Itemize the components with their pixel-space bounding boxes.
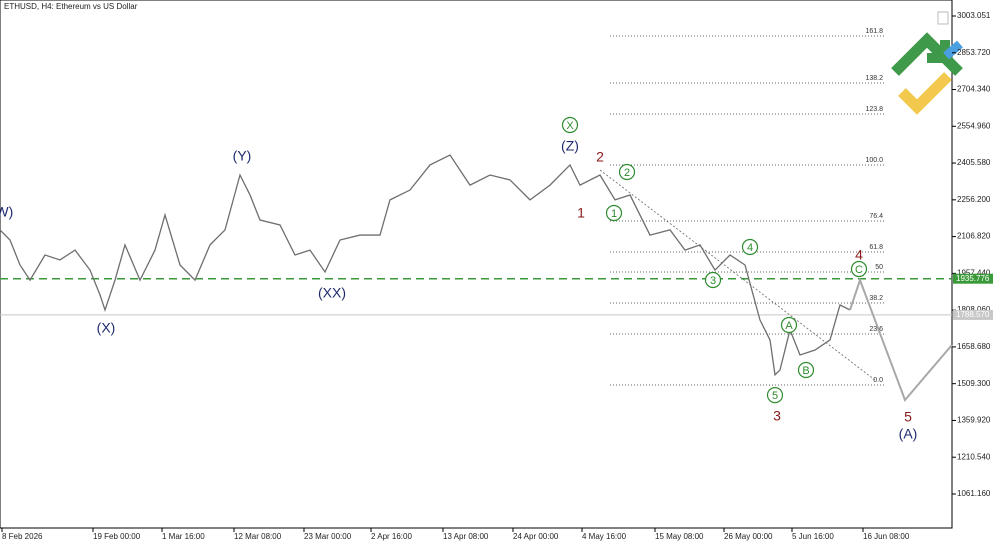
- y-tick-label: 2853.720: [957, 48, 991, 57]
- x-tick-label: 4 May 16:00: [582, 532, 627, 541]
- wave-label: (W): [0, 204, 13, 220]
- wave-circle: [797, 361, 815, 379]
- wave-label: 4: [747, 242, 753, 254]
- logo-blue: [943, 40, 963, 60]
- price-tag: [953, 273, 993, 284]
- wave-label: 5: [772, 390, 778, 402]
- wave-label: 1: [577, 205, 585, 221]
- x-tick-label: 24 Apr 00:00: [513, 532, 559, 541]
- x-tick-label: 26 May 00:00: [724, 532, 773, 541]
- wave-circle: [704, 271, 722, 289]
- y-tick-label: 2106.820: [957, 232, 991, 241]
- wave-circle: [850, 260, 868, 278]
- x-tick-label: 13 Apr 08:00: [443, 532, 489, 541]
- y-tick-label: 2704.340: [957, 85, 991, 94]
- wave-label: 2: [596, 149, 604, 165]
- wave-circle: [766, 387, 784, 404]
- wave-label: (Z): [561, 138, 579, 154]
- x-tick-label: 2 Apr 16:00: [371, 532, 412, 541]
- wave-label: (Y): [233, 148, 252, 164]
- wave-label: (X): [97, 320, 116, 336]
- wave-label: (XX): [318, 285, 346, 301]
- wave-label: 4: [855, 247, 863, 263]
- wave-label: C: [855, 264, 863, 276]
- fib-label: 100.0: [865, 157, 883, 164]
- x-tick-label: 8 Feb 2026: [2, 532, 43, 541]
- logo-yellow: [898, 72, 952, 115]
- fib-label: 38.2: [869, 295, 883, 302]
- fib-label: 138.2: [865, 75, 883, 82]
- wave-label: 3: [710, 275, 716, 287]
- y-tick-label: 2554.960: [957, 121, 991, 130]
- wave-circle: [561, 116, 579, 134]
- fib-label: 0.0: [873, 377, 883, 384]
- y-tick-label: 2405.580: [957, 158, 991, 167]
- fib-label: 23.6: [869, 326, 883, 333]
- wave-label: 3: [773, 408, 781, 424]
- price-line: [0, 154, 851, 377]
- wave-label: 5: [904, 409, 912, 425]
- y-tick-label: 1658.680: [957, 342, 991, 351]
- x-tick-label: 5 Jun 16:00: [792, 532, 834, 541]
- fib-label: 123.8: [865, 106, 883, 113]
- x-tick-label: 15 May 08:00: [655, 532, 704, 541]
- x-tick-label: 23 Mar 00:00: [304, 532, 352, 541]
- trade-icon[interactable]: [937, 11, 949, 25]
- price-tag-label: 1788.570: [956, 310, 990, 319]
- y-tick-label: 1359.920: [957, 416, 991, 425]
- logo-green-inner: [927, 40, 950, 63]
- y-tick-label: 3003.051: [957, 11, 991, 20]
- x-tick-label: 16 Jun 08:00: [863, 532, 910, 541]
- plot-frame: [0, 0, 953, 529]
- wave-label: A: [785, 320, 793, 332]
- x-tick-label: 12 Mar 08:00: [234, 532, 282, 541]
- y-tick-label: 1061.160: [957, 489, 991, 498]
- y-tick-label: 1957.440: [957, 268, 991, 277]
- fib-label: 161.8: [865, 28, 883, 35]
- wave-circle: [618, 163, 636, 181]
- wave-label: X: [566, 120, 574, 132]
- fib-label: 50: [875, 264, 883, 271]
- wave-circle: [780, 316, 798, 334]
- y-tick-label: 1808.060: [957, 305, 991, 314]
- price-tag-label: 1935.776: [956, 274, 990, 283]
- wave-circle: [741, 238, 759, 256]
- wave-label: 1: [611, 208, 617, 220]
- y-tick-label: 2256.200: [957, 195, 991, 204]
- chart-layer: 3003.051 2853.720 2704.340 2554.960 2405.580…: [0, 11, 993, 541]
- wave-label: (A): [899, 426, 918, 442]
- logo: [891, 32, 963, 115]
- y-tick-label: 1210.540: [957, 452, 991, 461]
- x-tick-label: 1 Mar 16:00: [162, 532, 205, 541]
- fib-label: 61.8: [869, 244, 883, 251]
- projection-line: [849, 277, 953, 402]
- y-tick-label: 1509.300: [957, 379, 991, 388]
- price-tag: [953, 309, 993, 320]
- x-tick-label: 19 Feb 00:00: [93, 532, 141, 541]
- wave-label: B: [802, 365, 809, 377]
- wave-circle: [605, 204, 623, 222]
- chart-title: ETHUSD, H4: Ethereum vs US Dollar: [4, 2, 138, 11]
- wave-label: 2: [624, 167, 630, 179]
- trend-line: [599, 169, 876, 381]
- fib-label: 76.4: [869, 213, 883, 220]
